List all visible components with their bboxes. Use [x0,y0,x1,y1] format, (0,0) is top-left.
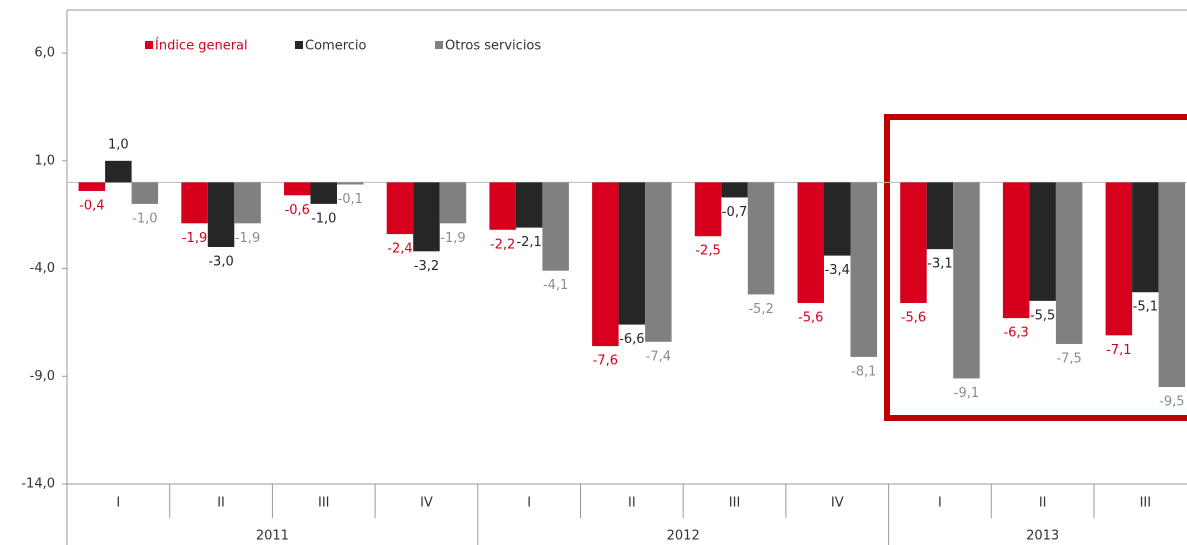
data-label: -3,4 [825,263,850,278]
data-label: -1,0 [311,211,336,226]
data-label: 1,0 [108,137,129,152]
bar [694,182,722,237]
bar [850,182,877,357]
data-label: -2,1 [516,235,541,250]
data-label: -7,5 [1056,351,1081,366]
data-label: -0,1 [338,192,363,207]
group-label: 2012 [667,529,700,544]
data-label: -0,6 [285,203,310,218]
data-label: -7,6 [593,354,618,369]
bar [645,182,672,342]
data-label: -1,9 [440,231,465,246]
y-tick-label: -14,0 [21,477,55,492]
data-label: -5,6 [798,311,823,326]
y-tick-label: -9,0 [30,369,55,384]
data-label: -3,0 [208,255,233,270]
data-label: -1,0 [132,211,157,226]
data-label: -5,6 [901,311,926,326]
data-label: -9,5 [1159,395,1184,410]
x-tick-label: I [116,496,120,511]
bar [489,182,516,230]
data-label: -9,1 [954,386,979,401]
bar [1055,182,1083,344]
bar [413,182,440,252]
data-label: -3,2 [414,259,439,274]
bar [953,182,980,379]
bar [1132,182,1159,293]
data-label: -5,2 [748,302,773,317]
data-label: -2,4 [387,242,412,257]
x-tick-label: I [938,496,942,511]
legend-label: Índice general [155,38,248,54]
data-label: -3,1 [927,257,952,272]
x-tick-label: II [628,496,636,511]
bar [797,182,824,304]
x-tick-label: IV [420,496,433,511]
bar [926,182,954,250]
bar [747,182,775,295]
y-tick-label: 1,0 [34,153,55,168]
bar [542,182,569,271]
bar [386,182,414,235]
data-label: -0,4 [79,198,104,213]
bar [618,182,646,325]
x-tick-label: I [527,496,531,511]
bar [1158,182,1186,388]
legend-label: Otros servicios [445,39,541,54]
data-label: -2,2 [490,237,515,252]
bar [337,182,364,185]
bar [105,160,132,183]
data-label: -2,5 [695,244,720,259]
data-label: -5,5 [1030,308,1055,323]
legend-swatch [295,41,303,49]
bar [207,182,235,247]
bar [515,182,543,228]
bar [234,182,261,224]
data-label: -8,1 [851,364,876,379]
bar [310,182,337,204]
x-tick-label: III [318,496,330,511]
bar [592,182,619,347]
group-label: 2013 [1026,529,1059,544]
bar [78,182,106,191]
bar [1002,182,1030,319]
data-label: -7,4 [646,349,671,364]
data-label: -7,1 [1106,343,1131,358]
bar [721,182,748,198]
x-tick-label: III [1140,496,1152,511]
data-label: -6,3 [1003,326,1028,341]
x-tick-label: IV [831,496,844,511]
x-tick-label: II [217,496,225,511]
y-tick-label: -4,0 [30,261,55,276]
bar [131,182,159,204]
data-label: -4,1 [543,278,568,293]
bar [900,182,927,304]
bar [181,182,208,224]
data-label: -0,7 [722,205,747,220]
x-tick-label: II [1039,496,1047,511]
bar [1029,182,1056,301]
legend-swatch [145,41,153,49]
legend-swatch [435,41,443,49]
group-label: 2011 [256,529,289,544]
data-label: -1,9 [235,231,260,246]
bar [439,182,467,224]
legend-label: Comercio [305,39,367,54]
bar [1105,182,1133,336]
highlight-box [884,114,1187,421]
data-label: -6,6 [619,332,644,347]
data-label: -5,1 [1133,300,1158,315]
data-label: -1,9 [182,231,207,246]
bar [824,182,851,256]
y-tick-label: 6,0 [34,46,55,61]
x-tick-label: III [729,496,741,511]
bar [284,182,311,196]
